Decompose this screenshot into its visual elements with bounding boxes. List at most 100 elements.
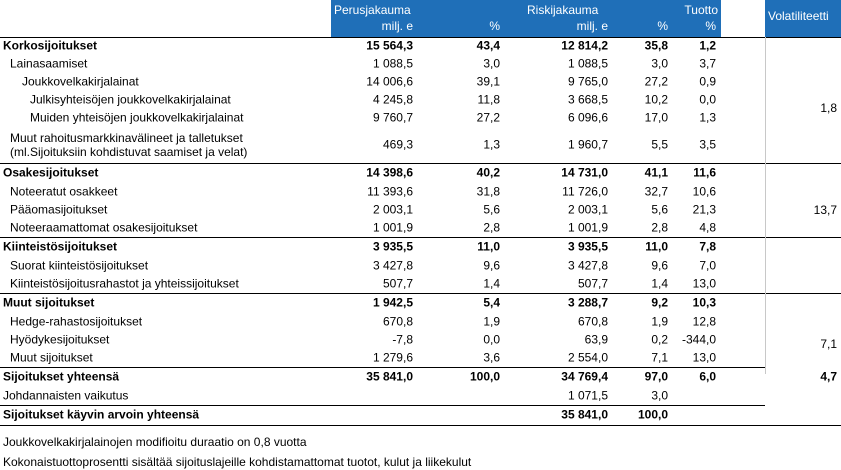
- perus-value: 469,3: [382, 137, 413, 152]
- riski-pct: 7,1: [651, 350, 668, 365]
- riski-value: 2 554,0: [567, 350, 608, 365]
- perus-value: 1 942,5: [372, 295, 413, 310]
- riski-pct: 97,0: [644, 369, 668, 384]
- table-row: Noteeraamattomat osakesijoitukset 1 001,9…: [0, 219, 841, 237]
- tuotto-pct: 7,0: [699, 258, 716, 273]
- row-label: Lainasaamiset: [10, 56, 88, 71]
- table-row: Noteeratut osakkeet 11 393,6 31,8 11 726,0 3…: [0, 183, 841, 201]
- row-label-line1: Muut rahoitusmarkkinavälineet ja talletu…: [10, 131, 243, 145]
- perus-value: -7,8: [392, 332, 413, 347]
- row-label: Hedge-rahastosijoitukset: [10, 314, 143, 329]
- perus-pct: 1,3: [483, 137, 500, 152]
- riski-pct: 41,1: [644, 165, 668, 180]
- tuotto-pct: 13,0: [692, 276, 716, 291]
- riski-pct: 17,0: [644, 110, 668, 125]
- perus-value: 9 760,7: [372, 110, 413, 125]
- row-label: Osakesijoitukset: [3, 165, 99, 180]
- row-label: Sijoitukset yhteensä: [3, 369, 120, 384]
- note-duration: Joukkovelkakirjalainojen modifioitu dura…: [3, 435, 307, 449]
- table-row: Osakesijoitukset 14 398,6 40,2 14 731,0 41,1…: [0, 163, 841, 183]
- riski-pct: 9,2: [651, 295, 668, 310]
- perus-value: 507,7: [382, 276, 413, 291]
- tuotto-pct: 0,9: [699, 74, 716, 89]
- perus-value: 3 427,8: [372, 258, 413, 273]
- header-perus-pct: %: [489, 19, 500, 33]
- table-row: Hedge-rahastosijoitukset 670,8 1,9 670,8 1,9…: [0, 313, 841, 331]
- riski-value: 670,8: [577, 314, 608, 329]
- tuotto-pct: 7,8: [699, 239, 716, 254]
- volatility-korko: 1,8: [820, 101, 837, 115]
- riski-value: 12 814,2: [561, 38, 608, 53]
- riski-value: 11 726,0: [562, 184, 608, 199]
- row-label: Sijoitukset käyvin arvoin yhteensä: [3, 407, 200, 422]
- header-volatiliteetti: Volatiliteetti: [768, 9, 829, 23]
- riski-value: 35 841,0: [561, 407, 608, 422]
- riski-pct: 11,0: [645, 239, 668, 254]
- row-label: Pääomasijoitukset: [10, 202, 108, 217]
- riski-pct: 32,7: [644, 184, 668, 199]
- perus-pct: 40,2: [476, 165, 500, 180]
- perus-pct: 5,6: [483, 202, 500, 217]
- table-row: Kiinteistösijoitukset 3 935,5 11,0 3 935,5 1…: [0, 237, 841, 257]
- header-riskijakauma: Riskijakauma: [527, 3, 599, 17]
- table-row: Kiinteistösijoitusrahastot ja yhteissijo…: [0, 275, 841, 293]
- perus-pct: 2,8: [483, 220, 500, 235]
- perus-pct: 9,6: [483, 258, 500, 273]
- row-label: Joukkovelkakirjalainat: [22, 74, 139, 89]
- perus-pct: 31,8: [476, 184, 500, 199]
- section-divider: [0, 37, 841, 38]
- perus-pct: 27,2: [476, 110, 500, 125]
- row-label: Suorat kiinteistösijoitukset: [10, 258, 149, 273]
- perus-value: 3 935,5: [372, 239, 413, 254]
- section-divider: [0, 367, 765, 368]
- row-label: Muut sijoitukset: [10, 350, 93, 365]
- perus-value: 14 006,6: [366, 74, 413, 89]
- perus-value: 14 398,6: [366, 165, 413, 180]
- perus-value: 11 393,6: [367, 184, 413, 199]
- riski-value: 6 096,6: [567, 110, 608, 125]
- riski-pct: 9,6: [651, 258, 668, 273]
- perus-pct: 3,6: [483, 350, 500, 365]
- section-divider: [0, 293, 841, 294]
- riski-pct: 3,0: [651, 388, 668, 403]
- riski-value: 34 769,4: [561, 369, 608, 384]
- section-divider: [0, 163, 841, 164]
- perus-value: 15 564,3: [366, 38, 413, 53]
- table-row: Joukkovelkakirjalainat 14 006,6 39,1 9 765,…: [0, 73, 841, 91]
- riski-value: 2 003,1: [567, 202, 608, 217]
- riski-pct: 0,2: [651, 332, 668, 347]
- perus-value: 1 001,9: [372, 220, 413, 235]
- riski-pct: 2,8: [651, 220, 668, 235]
- volatility-value: 4,7: [820, 369, 837, 384]
- row-label-line2: (ml.Sijoituksiin kohdistuvat saamiset ja…: [10, 145, 248, 159]
- header-tuotto-pct: %: [705, 19, 716, 33]
- header-band: Perusjakauma milj. e % Riskijakauma milj…: [331, 0, 721, 37]
- perus-pct: 11,8: [477, 92, 500, 107]
- table-row: Pääomasijoitukset 2 003,1 5,6 2 003,1 5,6 21,…: [0, 201, 841, 219]
- perus-pct: 43,4: [476, 38, 500, 53]
- tuotto-pct: 10,3: [692, 295, 716, 310]
- riski-pct: 5,6: [651, 202, 668, 217]
- tuotto-pct: 13,0: [692, 350, 716, 365]
- row-label: Kiinteistösijoitukset: [3, 239, 118, 254]
- tuotto-pct: 4,8: [699, 220, 716, 235]
- table-row: Hyödykesijoitukset -7,8 0,0 63,9 0,2 -344,0: [0, 331, 841, 349]
- perus-pct: 100,0: [469, 369, 500, 384]
- table-row: Johdannaisten vaikutus 1 071,5 3,0: [0, 387, 841, 405]
- row-label: Kiinteistösijoitusrahastot ja yhteissijo…: [10, 276, 239, 291]
- tuotto-pct: 11,6: [693, 165, 716, 180]
- note-total-return: Kokonaistuottoprosentti sisältää sijoitu…: [3, 455, 472, 469]
- row-label: Julkisyhteisöjen joukkovelkakirjalainat: [30, 92, 231, 107]
- perus-pct: 39,1: [476, 74, 500, 89]
- volatility-muut: 7,1: [820, 337, 837, 351]
- riski-value: 9 765,0: [567, 74, 608, 89]
- row-label: Johdannaisten vaikutus: [3, 388, 129, 403]
- riski-value: 63,9: [584, 332, 608, 347]
- perus-pct: 0,0: [483, 332, 500, 347]
- riski-pct: 10,2: [644, 92, 668, 107]
- riski-value: 3 427,8: [567, 258, 608, 273]
- table-row: Lainasaamiset 1 088,5 3,0 1 088,5 3,0 3,7: [0, 55, 841, 73]
- row-label: Hyödykesijoitukset: [10, 332, 110, 347]
- tuotto-pct: 10,6: [692, 184, 716, 199]
- riski-value: 1 088,5: [567, 56, 608, 71]
